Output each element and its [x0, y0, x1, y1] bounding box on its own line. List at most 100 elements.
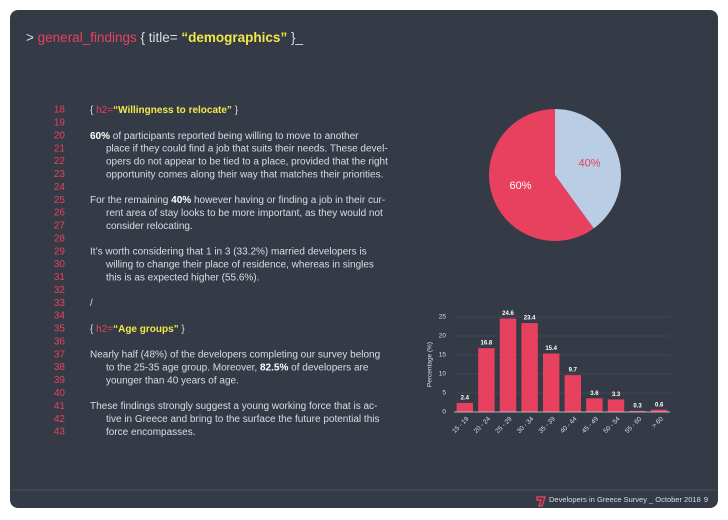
line-number: 20: [54, 130, 66, 141]
body-line: 60% of participants reported being willi…: [90, 130, 359, 141]
text-span: of participants reported being willing t…: [110, 130, 359, 141]
body-line: { h2=“Willingness to relocate” }: [90, 105, 239, 116]
line-number: 19: [54, 118, 66, 129]
bar-value-label: 15.4: [545, 346, 557, 352]
line-number: 21: [54, 143, 66, 154]
slice-label: 60%: [509, 180, 531, 192]
line-number: 25: [54, 195, 66, 206]
header-line: > general_findings { title= “demographic…: [26, 30, 303, 45]
bar-value-label: 23.4: [524, 316, 536, 322]
bar-value-label: 0.6: [655, 402, 664, 408]
line-number: 27: [54, 221, 66, 232]
body-line: to the 25-35 age group. Moreover, 82.5% …: [106, 362, 369, 373]
body-line: For the remaining 40% however having or …: [90, 195, 385, 206]
text-span: >: [26, 30, 34, 45]
pie-slice: [489, 109, 594, 241]
line-number: 37: [54, 349, 66, 360]
line-number: 36: [54, 336, 66, 347]
text-span: 60%: [90, 130, 110, 141]
body-line: place if they could find a job that suit…: [106, 143, 388, 154]
text-span: rent area of stay looks to be more impor…: [106, 208, 383, 219]
text-span: tive in Greece and bring to the surface …: [106, 414, 380, 425]
text-span: h2=: [96, 105, 113, 116]
line-number: 23: [54, 169, 66, 180]
line-number: 40: [54, 388, 66, 399]
text-span: “Age groups”: [113, 324, 179, 335]
body-line: opers do not appear to be tied to a plac…: [106, 156, 388, 167]
logo-icon: [536, 496, 546, 507]
text-span: this is as expected higher (55.6%).: [106, 272, 259, 283]
text-span: general_findings: [38, 30, 137, 45]
text-span: consider relocating.: [106, 221, 193, 232]
line-number: 22: [54, 156, 66, 167]
body-line: rent area of stay looks to be more impor…: [106, 208, 383, 219]
text-span: to the 25-35 age group. Moreover,: [106, 362, 260, 373]
bar-value-label: 24.6: [502, 311, 514, 317]
line-number: 30: [54, 259, 66, 270]
text-span: younger than 40 years of age.: [106, 375, 239, 386]
body-line: opportunity comes along their way that m…: [106, 169, 383, 180]
text-span: of developers are: [288, 362, 368, 373]
text-span: force encompasses.: [106, 427, 196, 438]
body-line: consider relocating.: [106, 221, 193, 232]
y-tick-label: 20: [439, 333, 447, 340]
line-number: 42: [54, 414, 66, 425]
y-tick-label: 10: [439, 371, 447, 378]
body-line: It’s worth considering that 1 in 3 (33.2…: [90, 246, 367, 257]
line-number: 41: [54, 401, 66, 412]
bar: [607, 399, 625, 412]
text-span: }_: [291, 30, 304, 45]
y-tick-label: 15: [439, 352, 447, 359]
line-number: 43: [54, 427, 66, 438]
line-number: 28: [54, 233, 66, 244]
text-span: It’s worth considering that 1 in 3 (33.2…: [90, 246, 367, 257]
body-line: /: [90, 298, 93, 309]
bar-value-label: 2.4: [461, 395, 470, 401]
body-line: These findings strongly suggest a young …: [90, 401, 377, 412]
line-number: 31: [54, 272, 66, 283]
text-span: however having or finding a job in their…: [191, 195, 385, 206]
text-span: opers do not appear to be tied to a plac…: [106, 156, 388, 167]
body-line: Nearly half (48%) of the developers comp…: [90, 349, 380, 360]
line-number: 34: [54, 311, 66, 322]
y-tick-label: 5: [442, 390, 446, 397]
bar: [650, 409, 668, 412]
line-number: 35: [54, 324, 66, 335]
body-line: force encompasses.: [106, 427, 196, 438]
y-tick-label: 0: [442, 409, 446, 416]
bar: [564, 375, 582, 412]
bar: [456, 402, 474, 412]
y-axis-label: Percentage (%): [427, 342, 434, 387]
text-span: { title=: [141, 30, 178, 45]
text-span: h2=: [96, 324, 113, 335]
bar-value-label: 0.3: [633, 403, 642, 409]
line-number: 24: [54, 182, 66, 193]
body-line: this is as expected higher (55.6%).: [106, 272, 259, 283]
text-span: 82.5%: [260, 362, 288, 373]
text-span: Nearly half (48%) of the developers comp…: [90, 349, 380, 360]
text-span: 40%: [171, 195, 191, 206]
text-span: “Willingness to relocate”: [113, 105, 232, 116]
bar: [478, 348, 495, 412]
bar: [629, 410, 646, 412]
text-span: For the remaining: [90, 195, 171, 206]
body-line: tive in Greece and bring to the surface …: [106, 414, 380, 425]
text-span: place if they could find a job that suit…: [106, 143, 388, 154]
line-number: 32: [54, 285, 66, 296]
bar: [542, 353, 560, 412]
page-number: 9: [704, 495, 708, 504]
bar-value-label: 3.6: [590, 391, 599, 397]
text-span: }: [232, 105, 239, 116]
body-line: younger than 40 years of age.: [106, 375, 239, 386]
bar: [586, 398, 603, 412]
line-number: 38: [54, 362, 66, 373]
y-tick-label: 25: [439, 314, 447, 321]
line-number: 39: [54, 375, 66, 386]
text-span: opportunity comes along their way that m…: [106, 169, 383, 180]
text-span: {: [90, 324, 96, 335]
bar-value-label: 9.7: [569, 368, 578, 374]
slice-label: 40%: [579, 158, 601, 170]
line-number: 18: [54, 105, 66, 116]
